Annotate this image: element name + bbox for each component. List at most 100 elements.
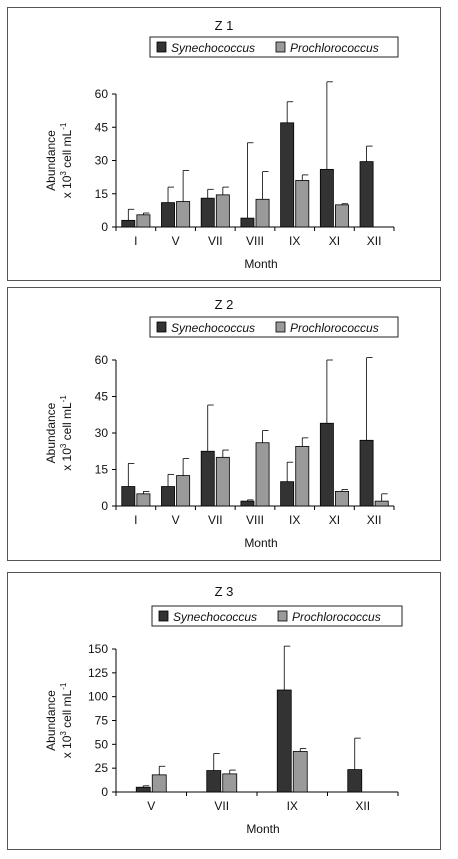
y-unit-exponent: 3 [59,171,68,176]
bar-synechococcus [319,422,334,507]
legend-box [149,316,399,338]
legend-label-prochlorococcus: Prochlorococcus [292,610,381,624]
bar-prochlorococcus [222,773,238,793]
bar-synechococcus [280,481,295,507]
legend-swatch-prochlorococcus [275,41,286,53]
legend-label-synechococcus: Synechococcus [171,321,255,335]
y-tick-label: 0 [101,220,108,234]
bar-synechococcus [280,122,295,228]
bar-prochlorococcus [335,204,349,228]
chart-z3: Z 3 Synechococcus Prochlorococcus Abundance… [44,584,403,836]
chart-z2: Z 2 Synechococcus Prochlorococcus Abundance… [44,297,399,550]
legend-swatch-prochlorococcus [277,610,288,622]
y-unit-exponent2: -1 [59,122,68,130]
y-unit-prefix: x 10 [60,175,74,198]
y-tick-label: 100 [88,690,108,704]
legend-swatch-synechococcus [156,321,167,333]
bar-prochlorococcus [136,493,151,507]
legend-swatch-synechococcus [158,610,169,622]
bar-synechococcus [240,217,255,228]
y-tick-label: 150 [88,642,108,656]
y-axis-unit-label: x 103 cell mL-1 [59,682,74,758]
panel-z3: Z 3 Synechococcus Prochlorococcus Abundance… [7,572,441,850]
legend: Synechococcus Prochlorococcus [149,36,399,58]
bar-synechococcus [347,769,363,793]
x-tick-label: VII [214,799,229,813]
bar-synechococcus [161,202,175,228]
legend-box [149,36,399,58]
panel-z1: Z 1 Synechococcus Prochlorococcus Abundance… [7,7,441,281]
y-tick-label: 75 [95,714,109,728]
bar-prochlorococcus [215,456,230,507]
bar-prochlorococcus [176,201,191,228]
legend: Synechococcus Prochlorococcus [149,316,399,338]
y-unit-exponent2: -1 [59,395,68,403]
x-tick-label: XI [329,234,340,248]
chart-title: Z 2 [215,297,234,312]
legend: Synechococcus Prochlorococcus [151,605,403,627]
x-tick-label: V [172,234,180,248]
bar-prochlorococcus [176,475,191,507]
x-tick-label: IX [289,234,300,248]
x-tick-label: VIII [246,513,264,527]
bar-synechococcus [359,161,374,228]
y-tick-label: 0 [101,499,108,513]
y-tick-label: 15 [95,463,109,477]
x-tick-label: IX [289,513,300,527]
y-axis-label: Abundance [44,690,58,751]
x-axis-label: Month [246,822,279,836]
chart-title: Z 1 [215,18,234,33]
legend-swatch-prochlorococcus [275,321,286,333]
bar-synechococcus [276,689,292,793]
bar-synechococcus [319,168,334,228]
x-tick-label: XII [367,234,382,248]
y-unit-text: cell mL [60,402,74,444]
y-tick-label: 45 [95,120,109,134]
y-tick-label: 60 [95,353,109,367]
bar-prochlorococcus [215,194,230,228]
y-unit-exponent2: -1 [59,682,68,690]
x-tick-label: I [134,234,137,248]
bar-synechococcus [240,500,255,507]
x-tick-label: VIII [246,234,264,248]
legend-label-synechococcus: Synechococcus [173,610,257,624]
bar-synechococcus [200,197,215,228]
bar-prochlorococcus [255,198,270,228]
y-unit-prefix: x 10 [60,735,74,758]
bar-synechococcus [206,770,222,793]
x-tick-label: I [134,513,137,527]
y-tick-label: 50 [95,737,109,751]
y-axis-label: Abundance [44,130,58,191]
y-unit-prefix: x 10 [60,448,74,471]
y-unit-text: cell mL [60,129,74,171]
x-tick-label: V [147,799,155,813]
bar-prochlorococcus [295,445,310,507]
y-tick-label: 60 [95,87,109,101]
x-tick-label: IX [287,799,298,813]
legend-label-prochlorococcus: Prochlorococcus [290,321,379,335]
x-axis-label: Month [244,257,277,271]
y-tick-label: 25 [95,761,109,775]
y-tick-label: 30 [95,154,109,168]
bar-prochlorococcus [255,442,270,507]
y-unit-text: cell mL [60,689,74,731]
y-tick-label: 125 [88,666,108,680]
x-tick-label: V [172,513,180,527]
x-tick-label: VII [208,513,223,527]
bar-synechococcus [200,450,215,507]
y-unit-exponent: 3 [59,443,68,448]
chart-z1: Z 1 Synechococcus Prochlorococcus Abundance… [44,18,399,271]
y-axis-unit-label: x 103 cell mL-1 [59,122,74,198]
bar-synechococcus [121,486,136,507]
legend-label-prochlorococcus: Prochlorococcus [290,41,379,55]
bar-prochlorococcus [335,490,349,507]
y-axis-unit-label: x 103 cell mL-1 [59,395,74,471]
bar-synechococcus [161,486,175,507]
legend-box [151,605,403,627]
chart-title: Z 3 [215,584,234,599]
y-tick-label: 15 [95,187,109,201]
bar-prochlorococcus [292,751,308,793]
y-axis-label: Abundance [44,402,58,463]
bar-synechococcus [359,439,374,507]
x-tick-label: XII [355,799,370,813]
